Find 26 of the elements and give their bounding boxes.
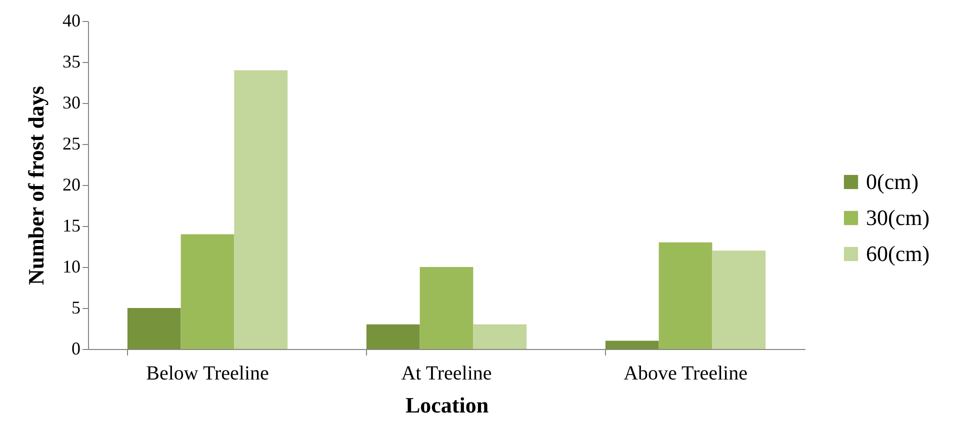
x-tick-label: Above Treeline bbox=[624, 362, 748, 384]
bar bbox=[420, 267, 474, 349]
y-axis-title: Number of frost days bbox=[24, 86, 48, 286]
y-tick-label: 10 bbox=[62, 256, 80, 276]
bar bbox=[473, 324, 527, 349]
x-axis-title: Location bbox=[405, 392, 489, 418]
y-tick-label: 40 bbox=[62, 10, 80, 30]
bar bbox=[180, 234, 234, 349]
y-tick-label: 30 bbox=[62, 92, 80, 112]
y-tick-label: 0 bbox=[72, 338, 80, 358]
legend-label: 30(cm) bbox=[866, 205, 930, 230]
y-tick-label: 35 bbox=[62, 52, 80, 72]
x-tick-label: At Treeline bbox=[401, 362, 492, 384]
bar bbox=[234, 70, 288, 349]
y-tick-label: 5 bbox=[72, 298, 80, 318]
legend-label: 60(cm) bbox=[866, 241, 930, 266]
bar bbox=[127, 308, 181, 349]
bar bbox=[712, 250, 766, 349]
y-tick-label: 20 bbox=[62, 174, 80, 194]
legend-label: 0(cm) bbox=[866, 169, 919, 194]
y-tick-label: 15 bbox=[62, 216, 80, 236]
x-tick-label: Below Treeline bbox=[146, 362, 270, 384]
bar bbox=[366, 324, 420, 349]
bar bbox=[658, 242, 712, 349]
bar bbox=[605, 340, 659, 349]
y-tick-label: 25 bbox=[62, 134, 80, 154]
